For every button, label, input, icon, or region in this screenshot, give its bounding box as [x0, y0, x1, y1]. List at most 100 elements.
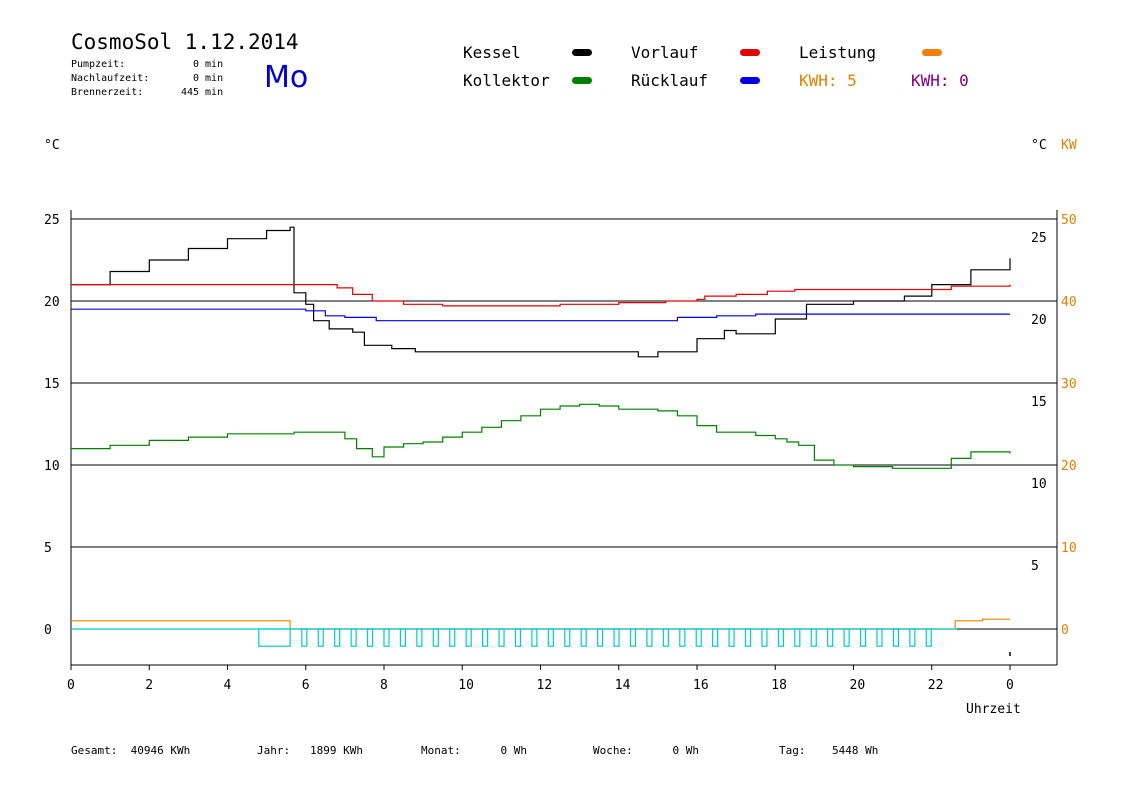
x-tick-label: 10	[458, 678, 474, 693]
pump-pulse	[662, 628, 669, 647]
footer-woche: Woche: 0 Wh	[593, 744, 699, 757]
pump-pulse	[449, 628, 456, 647]
kwh-label: KWH:	[911, 71, 950, 90]
y-tick-label-right: 15	[1031, 395, 1047, 410]
series-line-ruecklauf	[71, 308, 1010, 322]
footer-label: Monat:	[421, 744, 461, 757]
pump-pulse	[350, 628, 357, 647]
footer-monat: Monat: 0 Wh	[421, 744, 527, 757]
pump-pulse	[613, 628, 620, 647]
pump-pulse	[416, 628, 423, 647]
footer-label: Tag:	[779, 744, 806, 757]
pump-pulse	[728, 628, 735, 647]
pump-pulse	[432, 628, 439, 647]
y-tick-label-left: 0	[44, 623, 52, 638]
x-tick-label: 6	[302, 678, 310, 693]
pump-pulse	[258, 628, 291, 647]
pump-pulse	[399, 628, 407, 647]
series-line-vorlauf	[71, 284, 1011, 307]
kwh-label: KWH:	[799, 71, 838, 90]
info-label: Nachlaufzeit:	[71, 73, 150, 84]
info-unit: min	[205, 73, 224, 84]
y-tick-label-kw: 30	[1061, 377, 1077, 392]
pump-pulse	[317, 628, 324, 647]
x-tick-label: 0	[1006, 678, 1014, 693]
y-axis-unit-kw: KW	[1061, 138, 1077, 153]
pump-pulse	[794, 628, 801, 647]
y-tick-label-right: 5	[1031, 559, 1039, 574]
pump-pulse	[531, 628, 538, 647]
legend-ruecklauf-swatch	[740, 77, 760, 84]
series-line-leistung	[71, 618, 1010, 630]
legend-kessel: Kessel	[463, 43, 521, 62]
info-value: 445	[180, 87, 199, 98]
series-line-kollektor	[71, 403, 1011, 469]
pump-pulse	[597, 628, 604, 647]
runtime-info: Pumpzeit: 0 min Nachlaufzeit: 0 min Brenne…	[71, 58, 223, 100]
footer-gesamt: Gesamt: 40946 KWh	[71, 744, 190, 757]
pump-pulse	[712, 628, 719, 647]
legend-leistung-swatch	[922, 49, 942, 56]
pump-pulse	[498, 628, 505, 647]
pump-pulse	[843, 628, 850, 647]
legend-leistung: Leistung	[799, 43, 877, 62]
legend-ruecklauf: Rücklauf	[631, 71, 709, 90]
legend-kessel-swatch	[572, 49, 592, 56]
info-value: 0	[192, 59, 199, 70]
y-tick-label-right: 25	[1031, 231, 1047, 246]
pump-pulse	[810, 628, 817, 647]
y-tick-label-left: 20	[44, 295, 60, 310]
pump-pulse	[827, 628, 834, 647]
x-tick-label: 18	[771, 678, 787, 693]
pump-pulse	[679, 628, 686, 647]
x-tick-label: 20	[850, 678, 866, 693]
pump-pulse	[876, 628, 883, 647]
legend-kwh-orange: KWH: 5	[799, 71, 857, 90]
footer-tag: Tag: 5448 Wh	[779, 744, 878, 757]
legend-kollektor-swatch	[572, 77, 592, 84]
legend-kwh-purple: KWH: 0	[911, 71, 969, 90]
pump-pulse	[514, 628, 522, 647]
pump-pulse	[629, 628, 637, 647]
footer-label: Woche:	[593, 744, 633, 757]
y-tick-label-kw: 20	[1061, 459, 1077, 474]
pump-pulse	[481, 628, 489, 647]
info-row-brennerzeit: Brennerzeit: 445 min	[71, 86, 223, 100]
pump-pulse	[777, 628, 784, 647]
legend-kollektor: Kollektor	[463, 71, 550, 90]
pump-pulse	[909, 628, 916, 647]
x-tick-label: 8	[380, 678, 388, 693]
pump-pulse	[366, 628, 374, 647]
y-tick-label-left: 5	[44, 541, 52, 556]
y-tick-label-right: 10	[1031, 477, 1047, 492]
y-tick-label-left: 10	[44, 459, 60, 474]
footer-value: 1899 KWh	[310, 744, 363, 757]
y-tick-label-right: 20	[1031, 313, 1047, 328]
info-label: Brennerzeit:	[71, 87, 144, 98]
x-tick-label: 0	[67, 678, 75, 693]
x-axis-label: Uhrzeit	[966, 702, 1021, 717]
y-tick-label-left: 25	[44, 213, 60, 228]
y-tick-label-kw: 40	[1061, 295, 1077, 310]
footer-jahr: Jahr: 1899 KWh	[257, 744, 363, 757]
pump-pulse	[925, 628, 932, 647]
footer-label: Gesamt:	[71, 744, 118, 757]
kwh-value: 5	[847, 71, 857, 90]
pump-pulse	[646, 628, 653, 647]
footer-value: 0 Wh	[672, 744, 700, 757]
pump-pulse	[383, 628, 390, 647]
info-unit: min	[205, 59, 224, 70]
pump-signal	[71, 628, 1011, 656]
y-axis-unit-right: °C	[1031, 138, 1047, 153]
footer-value: 5448 Wh	[832, 744, 879, 757]
x-tick-label: 16	[693, 678, 709, 693]
pump-pulse	[334, 628, 341, 647]
pump-pulse	[695, 628, 702, 647]
pump-pulse	[301, 628, 308, 647]
chart-series	[71, 226, 1011, 630]
pump-pulse	[859, 628, 867, 647]
series-line-kessel	[71, 226, 1011, 358]
y-axis-unit-left: °C	[44, 138, 60, 153]
